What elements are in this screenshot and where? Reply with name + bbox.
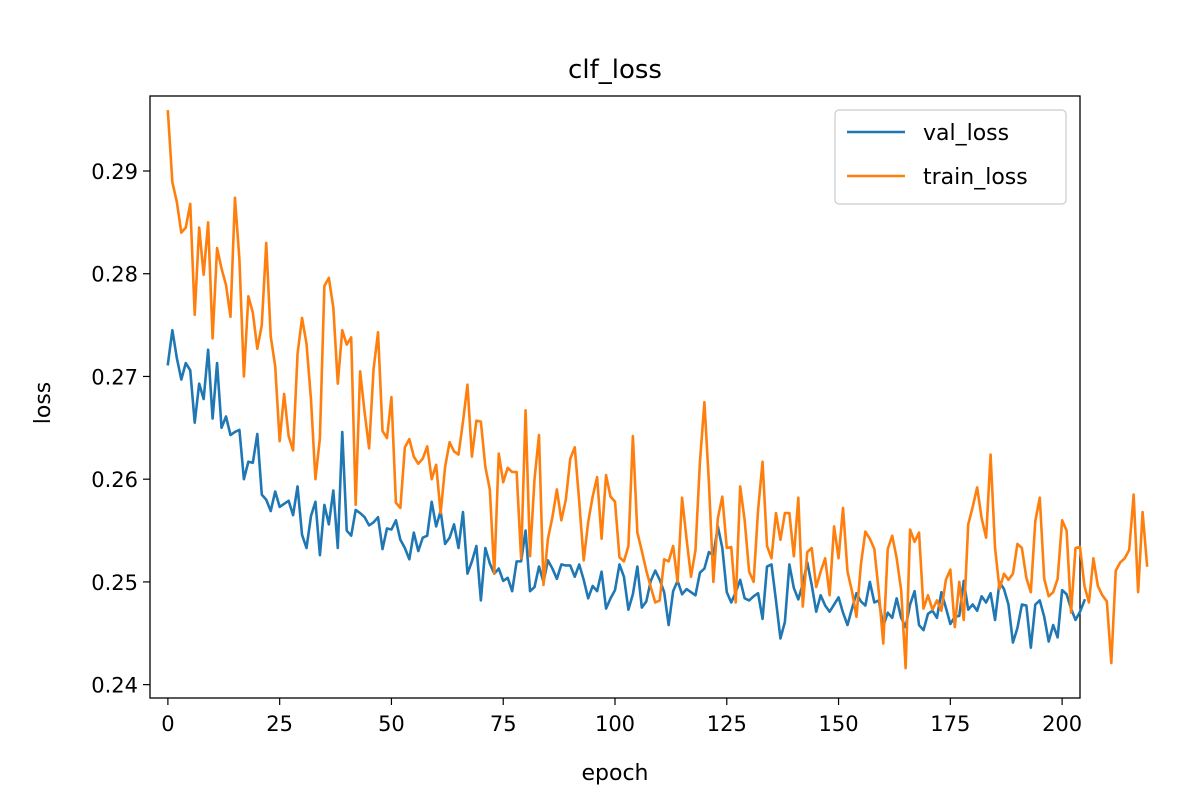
legend-label-val-loss: val_loss: [923, 121, 1009, 146]
x-tick-label: 50: [378, 712, 405, 736]
x-tick-label: 200: [1042, 712, 1082, 736]
x-tick-label: 25: [266, 712, 293, 736]
series-line-val-loss: [166, 328, 1087, 649]
y-axis-label: loss: [31, 382, 56, 425]
y-tick-label: 0.26: [91, 468, 138, 492]
y-tick-label: 0.25: [91, 571, 138, 595]
y-tick-label: 0.29: [91, 160, 138, 184]
x-tick-label: 175: [930, 712, 970, 736]
x-axis-label: epoch: [582, 761, 649, 786]
legend: val_loss train_loss: [834, 109, 1067, 205]
y-axis: 0.24 0.25 0.26 0.27 0.28 0.29: [91, 160, 150, 698]
x-tick-label: 150: [819, 712, 859, 736]
chart-title: clf_loss: [568, 55, 662, 85]
legend-label-train-loss: train_loss: [923, 165, 1028, 190]
series-line-train-loss: [166, 110, 1149, 670]
series-lines: [166, 110, 1149, 670]
x-tick-label: 100: [595, 712, 635, 736]
x-tick-label: 0: [161, 712, 174, 736]
y-tick-label: 0.27: [91, 365, 138, 389]
y-tick-label: 0.28: [91, 263, 138, 287]
x-tick-label: 125: [707, 712, 747, 736]
x-axis: 0 25 50 75 100 125 150 175 200: [161, 698, 1082, 736]
x-tick-label: 75: [490, 712, 517, 736]
y-tick-label: 0.24: [91, 674, 138, 698]
legend-box: [834, 109, 1067, 205]
